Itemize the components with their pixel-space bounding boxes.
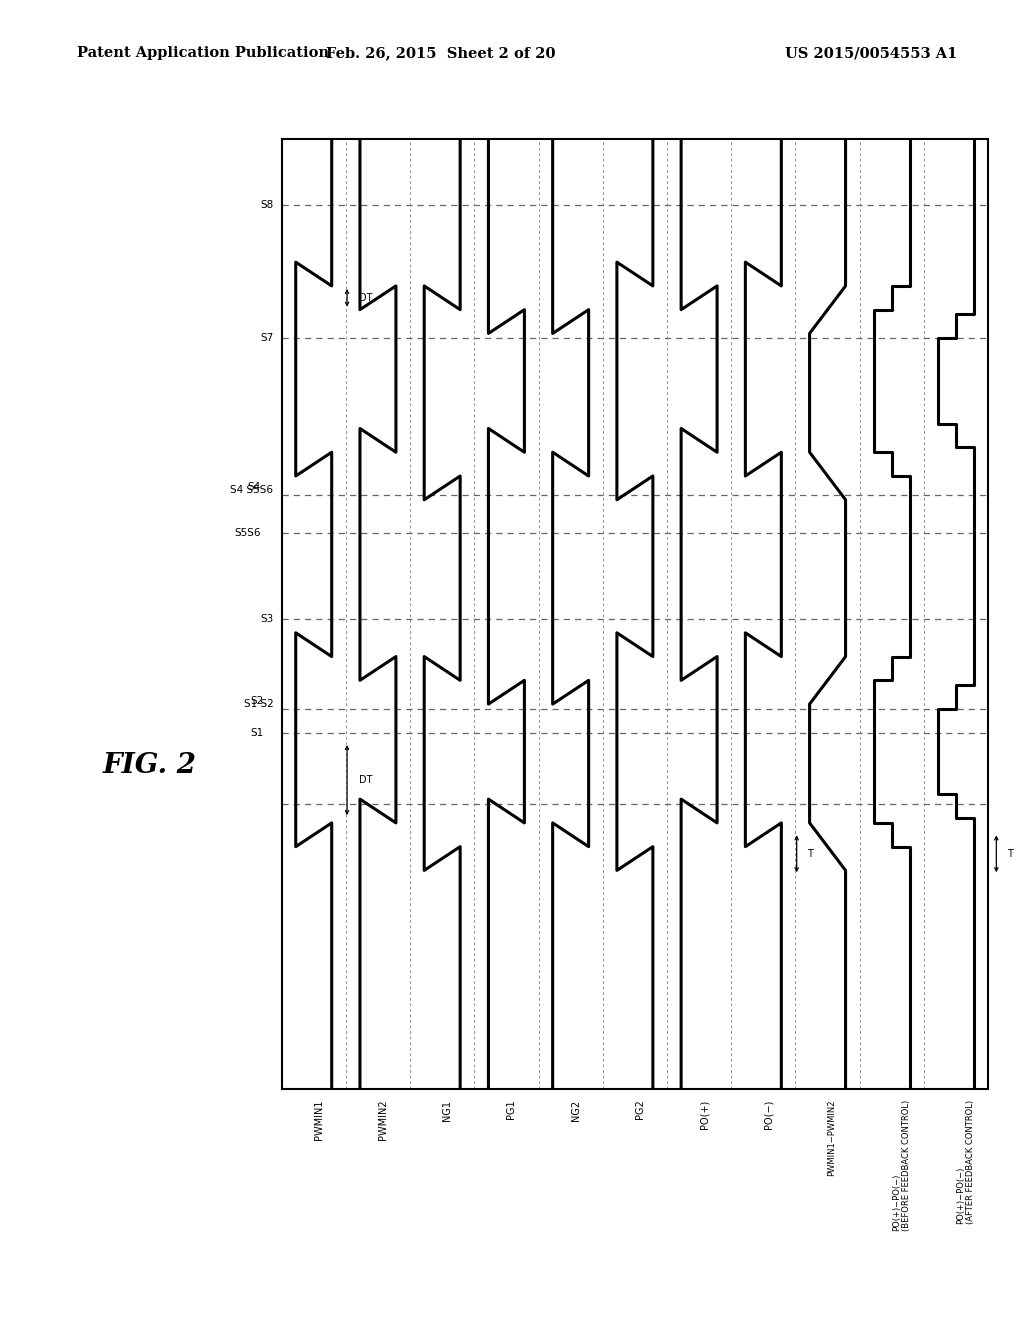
Text: S3: S3 bbox=[260, 614, 273, 623]
Text: PO(−): PO(−) bbox=[763, 1100, 773, 1129]
Text: PWMIN1: PWMIN1 bbox=[313, 1100, 324, 1140]
Text: Patent Application Publication: Patent Application Publication bbox=[77, 46, 329, 61]
Text: PO(+)−PO(−)
(BEFORE FEEDBACK CONTROL): PO(+)−PO(−) (BEFORE FEEDBACK CONTROL) bbox=[892, 1100, 911, 1230]
Text: S4: S4 bbox=[248, 482, 261, 492]
Text: US 2015/0054553 A1: US 2015/0054553 A1 bbox=[785, 46, 957, 61]
Text: S1 S2: S1 S2 bbox=[244, 698, 273, 709]
Text: PO(+): PO(+) bbox=[699, 1100, 709, 1129]
Text: S8: S8 bbox=[260, 201, 273, 210]
Text: S7: S7 bbox=[260, 333, 273, 343]
Text: PWMIN1−PWMIN2: PWMIN1−PWMIN2 bbox=[827, 1100, 837, 1176]
Text: NG2: NG2 bbox=[570, 1100, 581, 1121]
Text: PG2: PG2 bbox=[635, 1100, 645, 1119]
Text: T: T bbox=[807, 849, 813, 859]
Text: T: T bbox=[1007, 849, 1013, 859]
Text: PO(+)−PO(−)
(AFTER FEEDBACK CONTROL): PO(+)−PO(−) (AFTER FEEDBACK CONTROL) bbox=[956, 1100, 976, 1224]
Text: PWMIN2: PWMIN2 bbox=[378, 1100, 388, 1140]
Text: S4 S5S6: S4 S5S6 bbox=[230, 484, 273, 495]
Bar bbox=[282, 139, 988, 1089]
Text: S1: S1 bbox=[250, 727, 263, 738]
Text: NG1: NG1 bbox=[442, 1100, 453, 1121]
Text: DT: DT bbox=[359, 775, 373, 785]
Text: S2: S2 bbox=[250, 696, 263, 706]
Text: S5S6: S5S6 bbox=[234, 528, 261, 539]
Text: Feb. 26, 2015  Sheet 2 of 20: Feb. 26, 2015 Sheet 2 of 20 bbox=[326, 46, 555, 61]
Text: PG1: PG1 bbox=[507, 1100, 516, 1119]
Text: DT: DT bbox=[359, 293, 373, 302]
Text: FIG. 2: FIG. 2 bbox=[102, 752, 197, 779]
